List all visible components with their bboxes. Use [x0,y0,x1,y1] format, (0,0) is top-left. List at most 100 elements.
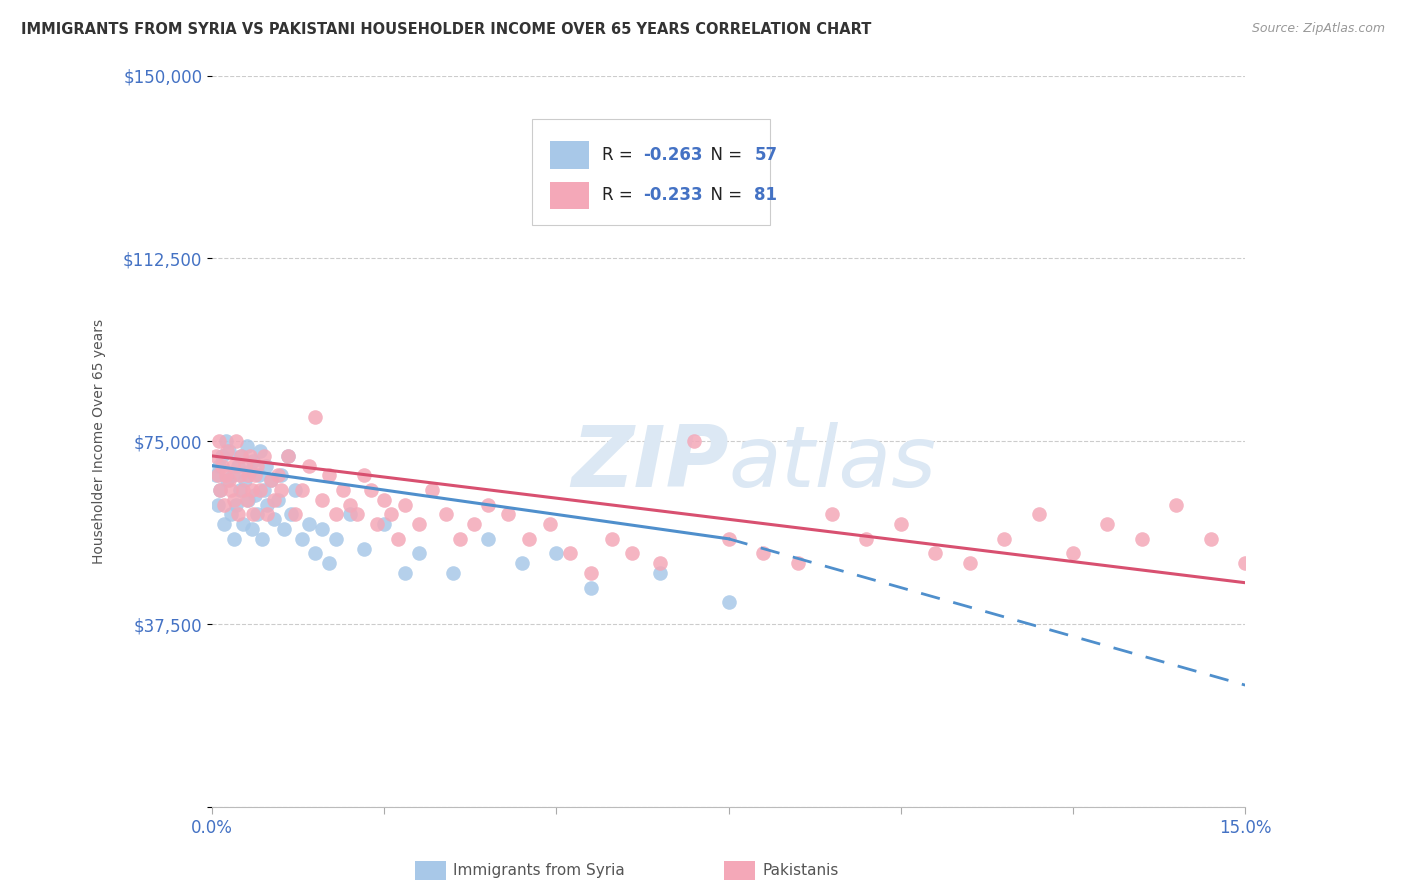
Point [318,468,340,483]
Point [325,508,347,522]
Point [277,449,299,463]
Point [579,566,602,580]
Point [1199,532,1222,546]
Point [311,522,333,536]
Point [224,532,246,546]
Point [538,517,561,532]
Point [297,517,319,532]
Point [463,517,485,532]
Point [229,449,252,463]
FancyBboxPatch shape [550,141,589,169]
Point [243,488,266,502]
Point [208,434,231,449]
Point [1234,556,1257,570]
Point [408,546,430,560]
Point [204,468,226,483]
Point [408,517,430,532]
Point [228,483,250,497]
Point [263,492,285,507]
Text: Immigrants from Syria: Immigrants from Syria [453,863,624,878]
Point [224,492,246,507]
Point [449,532,471,546]
Point [273,522,295,536]
Point [240,483,263,497]
Point [263,512,285,526]
Point [211,458,233,473]
Text: R =: R = [602,146,637,164]
Point [217,473,239,487]
Point [246,508,269,522]
Text: ZIP: ZIP [571,422,728,505]
Point [254,458,277,473]
Point [304,546,326,560]
Point [232,517,254,532]
Point [236,468,259,483]
Point [253,483,276,497]
Point [579,581,602,595]
Point [259,473,281,487]
Point [786,556,808,570]
Point [339,498,361,512]
Point [318,556,340,570]
Point [215,434,238,449]
Point [236,492,259,507]
Point [226,458,249,473]
Point [218,473,240,487]
Point [214,517,236,532]
Text: atlas: atlas [728,422,936,505]
Point [221,508,243,522]
Point [204,449,226,463]
Point [233,458,256,473]
Point [434,508,457,522]
Point [233,473,256,487]
Point [717,595,740,609]
Point [235,439,257,453]
Point [218,444,240,458]
Point [225,434,247,449]
Point [366,517,388,532]
Point [229,449,252,463]
Point [225,498,247,512]
Point [270,483,292,497]
Point [249,444,271,458]
Point [621,546,644,560]
Point [242,454,264,468]
Point [360,483,382,497]
Point [222,458,245,473]
Point [249,483,271,497]
Point [394,566,416,580]
Point [247,468,270,483]
Point [250,532,273,546]
Point [232,483,254,497]
Point [214,498,236,512]
Point [855,532,877,546]
Point [239,449,262,463]
Point [221,483,243,497]
Point [284,483,307,497]
Point [256,498,278,512]
Point [226,508,249,522]
Point [235,492,257,507]
Point [1166,498,1188,512]
Point [215,468,238,483]
Point [477,532,499,546]
Point [1130,532,1153,546]
Text: 57: 57 [755,146,778,164]
Point [266,492,288,507]
Point [546,546,568,560]
Point [207,498,229,512]
Point [207,468,229,483]
Y-axis label: Householder Income Over 65 years: Householder Income Over 65 years [93,318,107,564]
Point [277,449,299,463]
Point [717,532,740,546]
Point [339,508,361,522]
Point [683,434,706,449]
Point [752,546,775,560]
Point [208,458,231,473]
Point [239,464,262,478]
Point [560,546,582,560]
Point [1062,546,1084,560]
Point [380,508,402,522]
Point [284,508,307,522]
Point [253,449,276,463]
